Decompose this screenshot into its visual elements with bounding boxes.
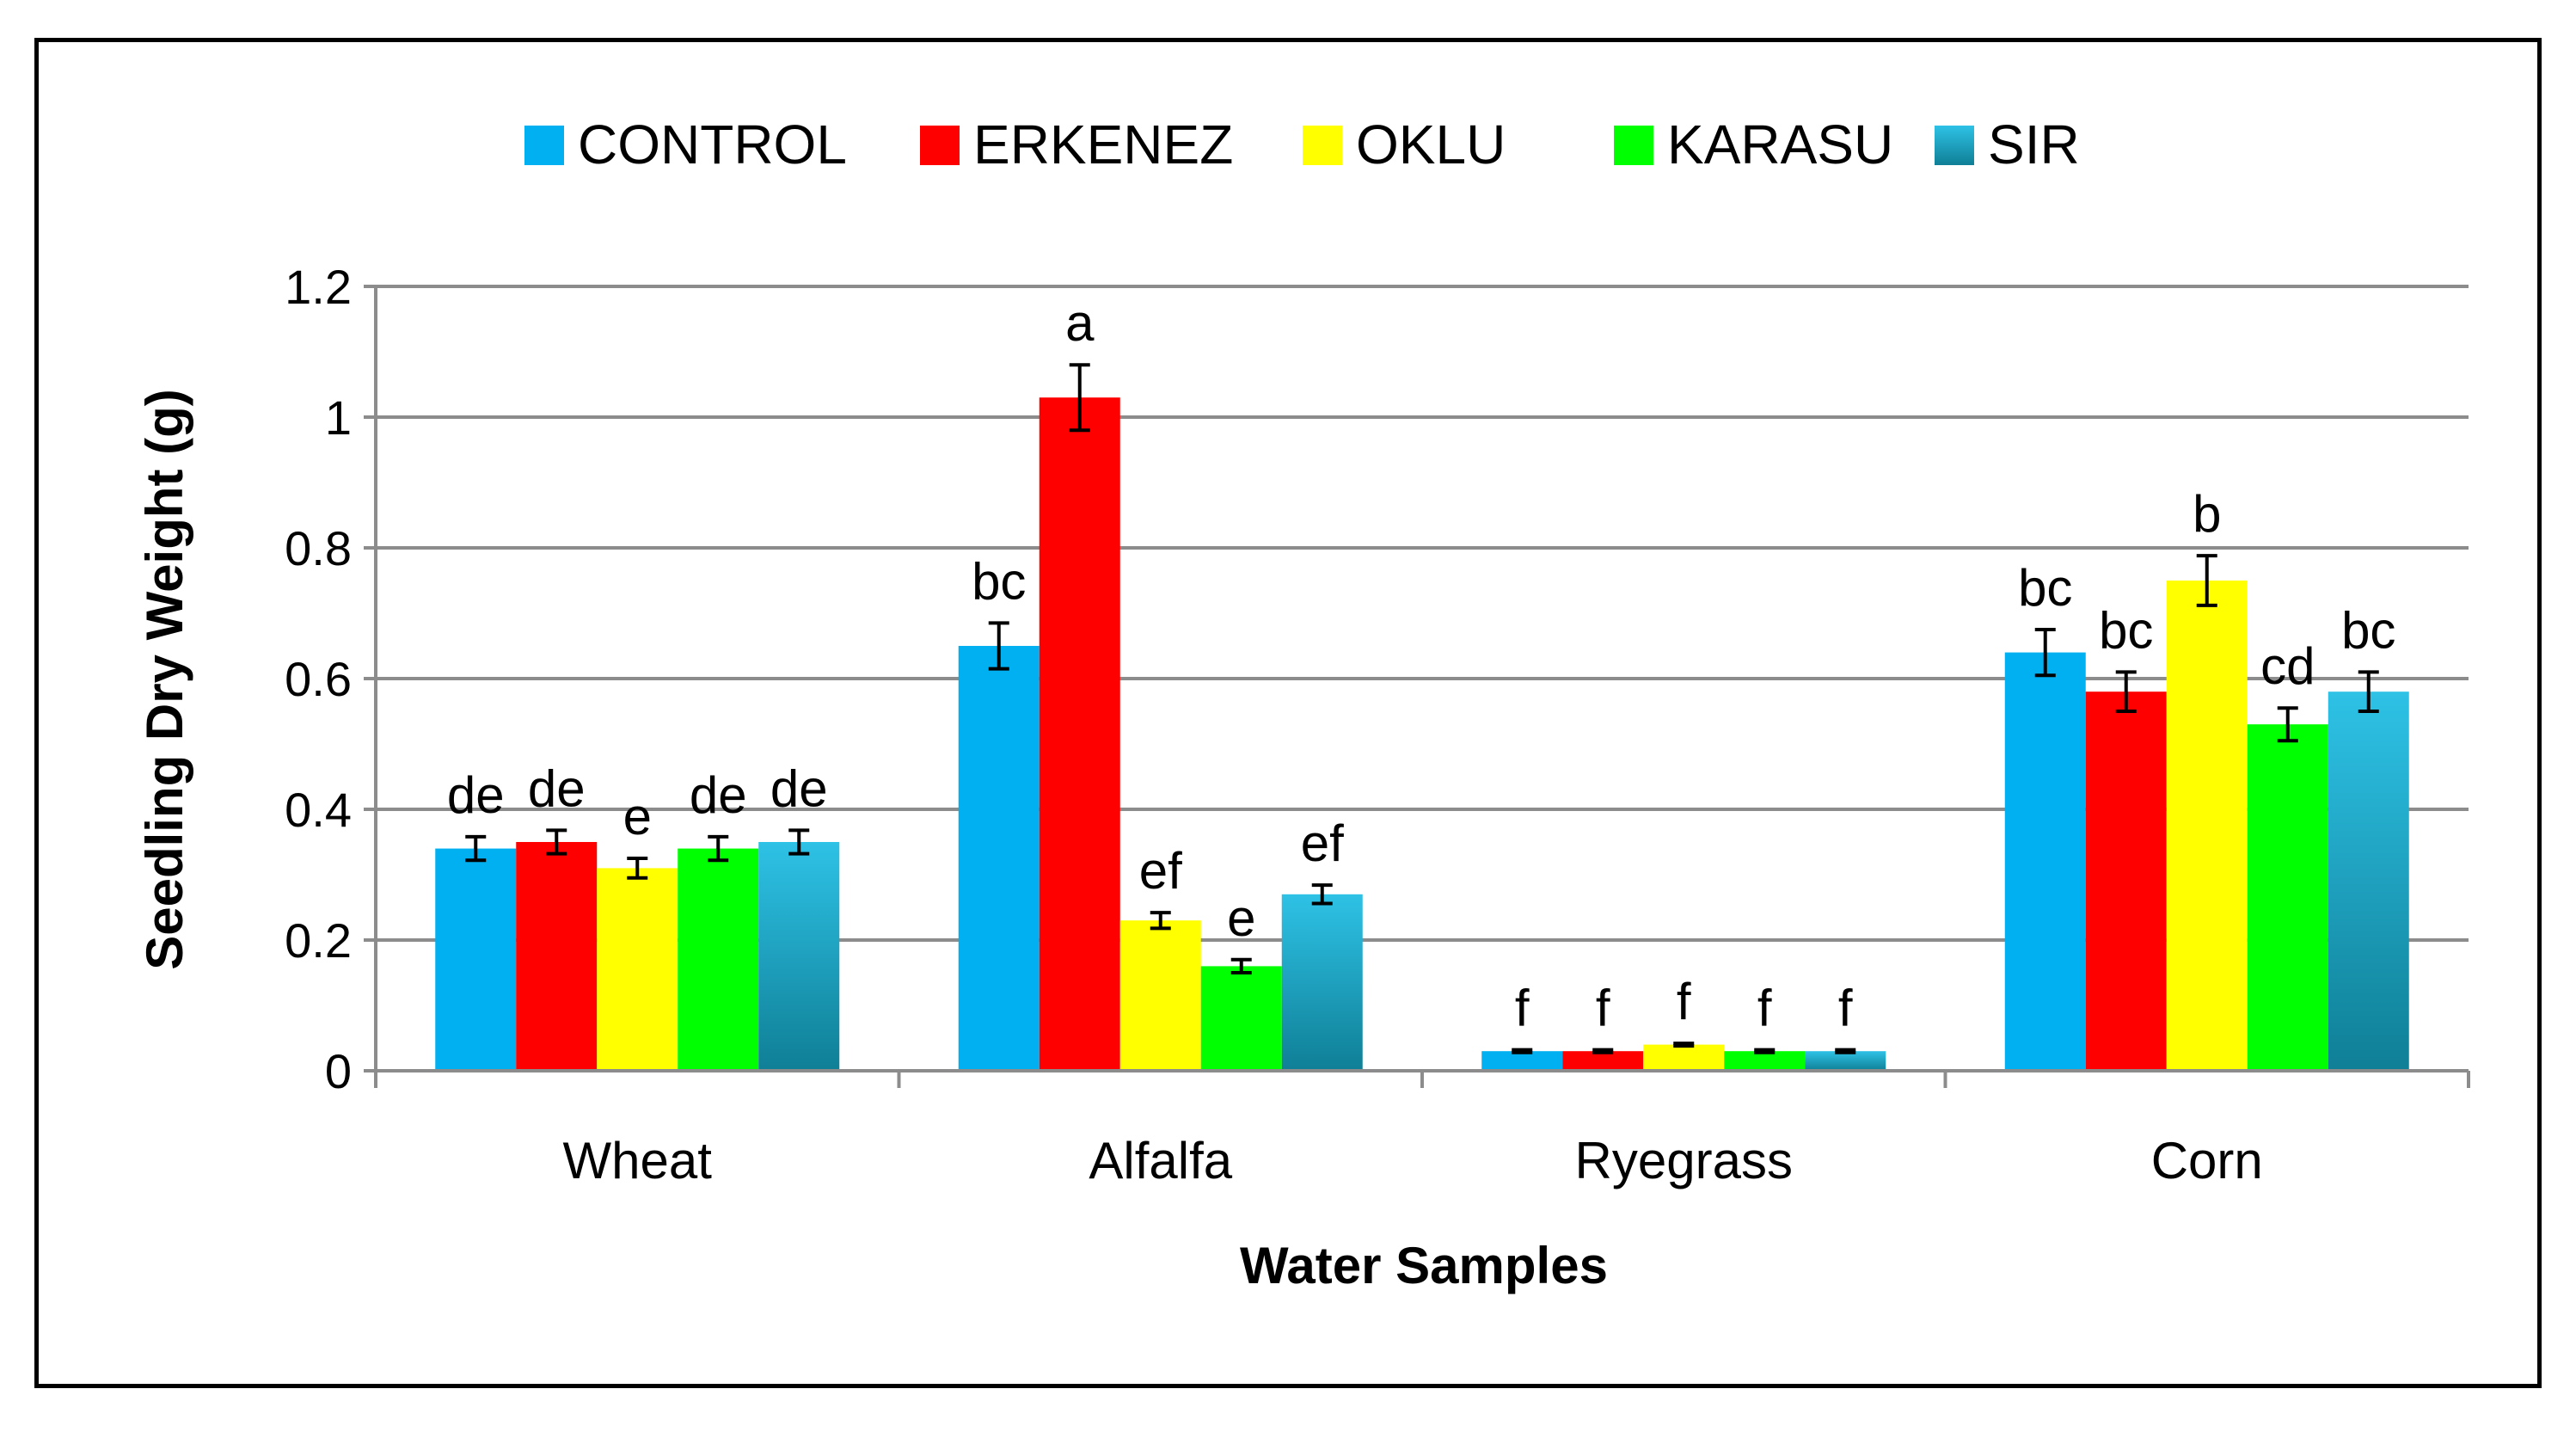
bar: [1481, 1051, 1563, 1071]
legend: CONTROL ERKENEZ OKLU KARASU SIR: [524, 114, 2080, 175]
significance-label: de: [528, 759, 586, 817]
bar: [2166, 581, 2248, 1071]
y-tick-label: 0.2: [285, 913, 352, 968]
significance-label: de: [690, 766, 747, 824]
bar: [435, 848, 517, 1071]
x-tick-label: Wheat: [563, 1132, 713, 1189]
bar: [2004, 652, 2086, 1071]
y-tick-label: 0.6: [285, 652, 352, 706]
bar: [1805, 1051, 1886, 1071]
y-tick-label: 1: [325, 390, 352, 445]
bar: [678, 848, 759, 1071]
y-axis-title: Seedling Dry Weight (g): [136, 389, 193, 970]
significance-label: bc: [2099, 601, 2153, 659]
bar: [1724, 1051, 1806, 1071]
bar: [1039, 397, 1120, 1071]
x-tick-label: Alfalfa: [1089, 1132, 1232, 1189]
legend-swatch: [920, 126, 960, 165]
significance-label: f: [1838, 980, 1853, 1037]
bar: [1562, 1051, 1644, 1071]
significance-label: e: [1227, 889, 1255, 947]
bar: [516, 842, 598, 1071]
y-tick-label: 0: [325, 1044, 352, 1098]
y-tick-label: 0.8: [285, 521, 352, 575]
bar: [2085, 691, 2167, 1071]
legend-label: SIR: [1988, 114, 2080, 175]
x-tick-label: Corn: [2151, 1132, 2263, 1189]
significance-label: f: [1677, 973, 1691, 1030]
significance-label: ef: [1139, 842, 1182, 900]
significance-label: f: [1596, 980, 1610, 1037]
bar: [597, 868, 678, 1071]
legend-swatch: [1935, 126, 1974, 165]
y-tick-label: 1.2: [285, 260, 352, 314]
x-axis-title: Water Samples: [1240, 1237, 1608, 1294]
significance-label: bc: [2341, 601, 2395, 659]
significance-label: cd: [2260, 637, 2315, 695]
bar: [2247, 724, 2328, 1071]
bar: [758, 842, 840, 1071]
significance-label: bc: [2018, 559, 2072, 617]
significance-label: f: [1757, 980, 1772, 1037]
axes-layer: 0 0.2 0.4 0.6 0.8 1 1.2 Wheat Alfalfa Ryegrass Cor…: [285, 260, 2470, 1189]
significance-label: a: [1065, 294, 1095, 352]
legend-label: ERKENEZ: [973, 114, 1233, 175]
significance-label: bc: [972, 552, 1026, 610]
significance-label: b: [2193, 485, 2221, 543]
x-tick-label: Ryegrass: [1575, 1132, 1793, 1189]
bar: [1119, 920, 1201, 1071]
bar: [1281, 894, 1363, 1071]
legend-label: KARASU: [1667, 114, 1893, 175]
legend-label: OKLU: [1356, 114, 1506, 175]
legend-swatch: [1303, 126, 1342, 165]
significance-label: de: [447, 766, 505, 824]
bar: [1643, 1044, 1725, 1071]
bar: [958, 646, 1040, 1071]
significance-label: f: [1515, 980, 1530, 1037]
bar: [2328, 691, 2409, 1071]
legend-label: CONTROL: [578, 114, 847, 175]
chart-frame: [34, 38, 2542, 1388]
legend-swatch: [524, 126, 564, 165]
significance-label: ef: [1301, 814, 1344, 872]
legend-swatch: [1614, 126, 1653, 165]
significance-label: e: [623, 788, 652, 845]
bar: [1200, 966, 1282, 1071]
y-tick-label: 0.4: [285, 783, 352, 837]
significance-label: de: [770, 759, 828, 817]
